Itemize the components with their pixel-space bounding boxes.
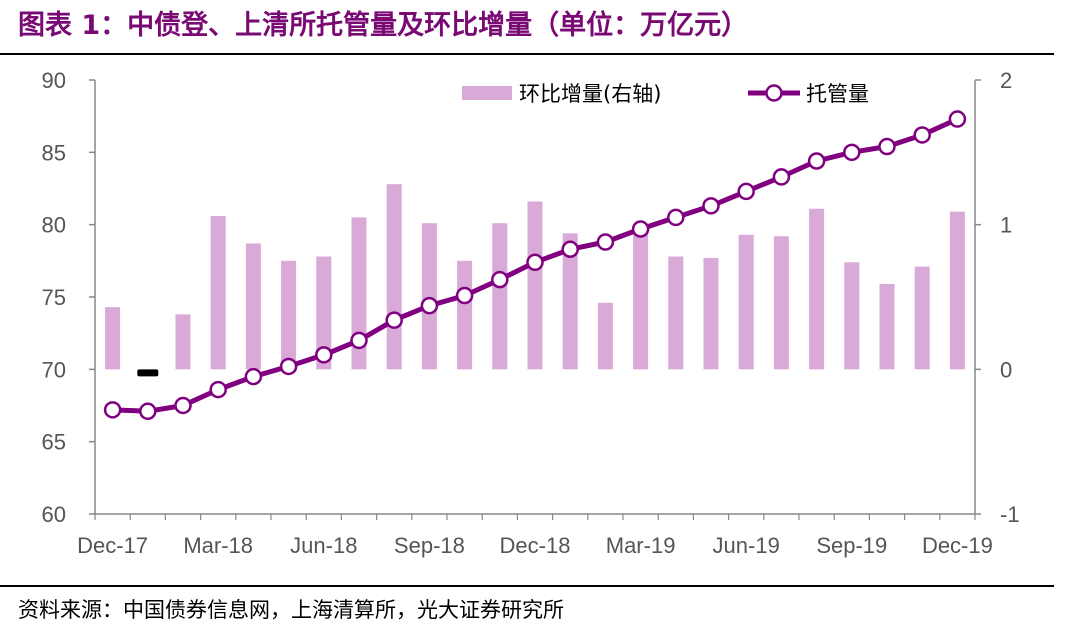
line-point — [843, 143, 861, 162]
right-tick-label: 2 — [1000, 68, 1012, 93]
legend-label-line: 托管量 — [806, 82, 869, 106]
line-point — [315, 346, 333, 364]
bar — [949, 211, 965, 370]
x-tick-label: Mar-19 — [606, 533, 676, 558]
line-point — [948, 110, 967, 128]
bar — [914, 266, 930, 370]
bar — [386, 184, 402, 370]
legend-label-bar: 环比增量(右轴) — [519, 82, 661, 106]
x-tick-label: Mar-18 — [183, 533, 253, 558]
bar — [281, 260, 297, 370]
x-tick-label: Jun-19 — [713, 533, 780, 558]
figure-title: 图表 1：中债登、上清所托管量及环比增量（单位：万亿元） — [18, 10, 749, 41]
bar — [527, 201, 543, 370]
line-point — [420, 296, 439, 315]
bar — [738, 234, 754, 370]
legend-swatch-bar — [462, 86, 512, 100]
bar — [210, 215, 226, 370]
left-tick-label: 75 — [42, 285, 66, 310]
line-point — [772, 168, 791, 186]
right-tick-label: 1 — [1000, 213, 1012, 238]
line-point — [139, 402, 157, 421]
bar — [703, 257, 719, 370]
line-point — [737, 182, 755, 201]
line-point — [244, 367, 263, 386]
line-point — [103, 401, 122, 419]
chart: 60 65 70 75 80 85 90 -1 0 1 2 Dec-17 Mar-18 Jun-18 Sep… — [42, 68, 1020, 558]
line-point — [491, 270, 509, 289]
legend: 环比增量(右轴) 托管量 — [462, 82, 869, 106]
x-tick-label: Sep-18 — [394, 533, 465, 558]
title-rule — [0, 53, 1054, 55]
x-tick-label: Dec-17 — [77, 533, 148, 558]
bar — [597, 302, 613, 370]
bar — [668, 256, 684, 370]
bar — [457, 260, 473, 370]
right-tick-label: -1 — [1000, 502, 1020, 527]
line-point — [878, 137, 896, 156]
x-tick-label: Dec-18 — [500, 533, 571, 558]
line-point — [385, 311, 403, 329]
right-tick-label: 0 — [1000, 357, 1012, 382]
line-series — [103, 110, 967, 421]
x-tick-label: Sep-19 — [816, 533, 887, 558]
line-point — [631, 220, 650, 238]
bar — [105, 307, 121, 370]
left-tick-label: 60 — [42, 502, 66, 527]
bar — [844, 262, 860, 370]
bar — [351, 217, 367, 370]
bar-series — [105, 184, 965, 377]
bar — [137, 369, 159, 377]
left-tick-label: 70 — [42, 357, 66, 382]
line-point — [526, 253, 544, 272]
left-tick-label: 65 — [42, 430, 66, 455]
bar — [421, 223, 437, 370]
bar — [879, 283, 895, 370]
line-point — [174, 396, 192, 415]
bar — [809, 208, 825, 370]
bar — [633, 229, 649, 370]
line-point — [702, 197, 720, 215]
line-point — [455, 286, 474, 305]
line-point — [350, 331, 368, 350]
line-point — [667, 208, 685, 227]
line-point — [209, 380, 227, 399]
source-note: 资料来源：中国债券信息网，上海清算所，光大证券研究所 — [18, 598, 564, 622]
line-point — [913, 126, 931, 144]
bar — [492, 223, 508, 370]
left-tick-label: 85 — [42, 140, 66, 165]
line-point — [279, 357, 298, 376]
x-tick-label: Dec-19 — [922, 533, 993, 558]
bar — [175, 314, 191, 370]
source-rule — [0, 585, 1054, 587]
axes: 60 65 70 75 80 85 90 -1 0 1 2 Dec-17 Mar-18 Jun-18 Sep… — [42, 68, 1020, 558]
bar — [562, 233, 578, 370]
legend-swatch-marker — [765, 84, 783, 102]
left-tick-label: 90 — [42, 68, 66, 93]
bar — [316, 256, 332, 370]
bar — [245, 243, 261, 370]
bar — [773, 236, 789, 370]
left-tick-label: 80 — [42, 213, 66, 238]
line-point — [561, 240, 579, 259]
line-point — [596, 233, 615, 251]
x-tick-label: Jun-18 — [290, 533, 357, 558]
line-point — [807, 152, 826, 170]
